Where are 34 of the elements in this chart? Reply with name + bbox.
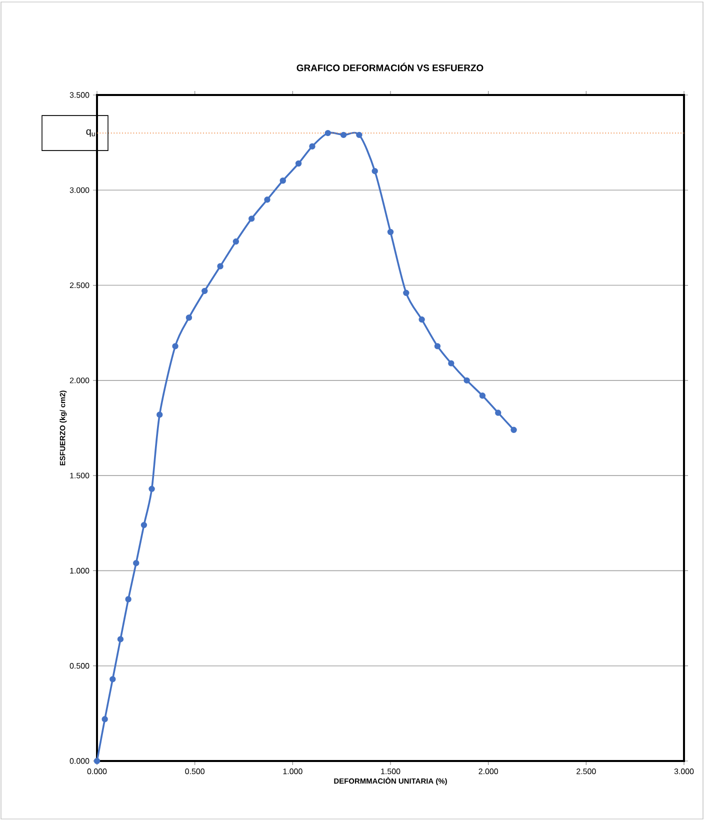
point	[156, 412, 163, 418]
point	[309, 143, 316, 150]
point	[202, 288, 208, 294]
point	[324, 130, 331, 136]
point	[448, 360, 454, 366]
point	[280, 178, 286, 184]
point	[172, 343, 178, 350]
point	[479, 392, 486, 399]
point	[464, 377, 470, 384]
point	[295, 160, 302, 167]
point	[510, 426, 517, 433]
point	[133, 560, 140, 566]
point	[495, 410, 502, 416]
point	[217, 263, 224, 270]
point	[356, 132, 362, 138]
point	[117, 636, 124, 642]
point	[403, 290, 410, 296]
point	[125, 596, 132, 602]
point	[232, 238, 240, 245]
point	[387, 228, 394, 236]
point	[140, 522, 148, 528]
point	[434, 343, 441, 350]
point	[372, 168, 378, 174]
point	[102, 716, 108, 722]
point	[186, 314, 192, 321]
point	[418, 316, 425, 323]
point	[94, 758, 100, 764]
point	[110, 676, 116, 682]
point	[248, 216, 255, 222]
chart-title: GRAFICO DEFORMACIÓN VS ESFUERZO	[296, 62, 484, 72]
point	[340, 132, 347, 138]
point	[264, 196, 270, 203]
point	[148, 486, 155, 492]
ref-line-label: q$_{u}$	[86, 129, 95, 137]
